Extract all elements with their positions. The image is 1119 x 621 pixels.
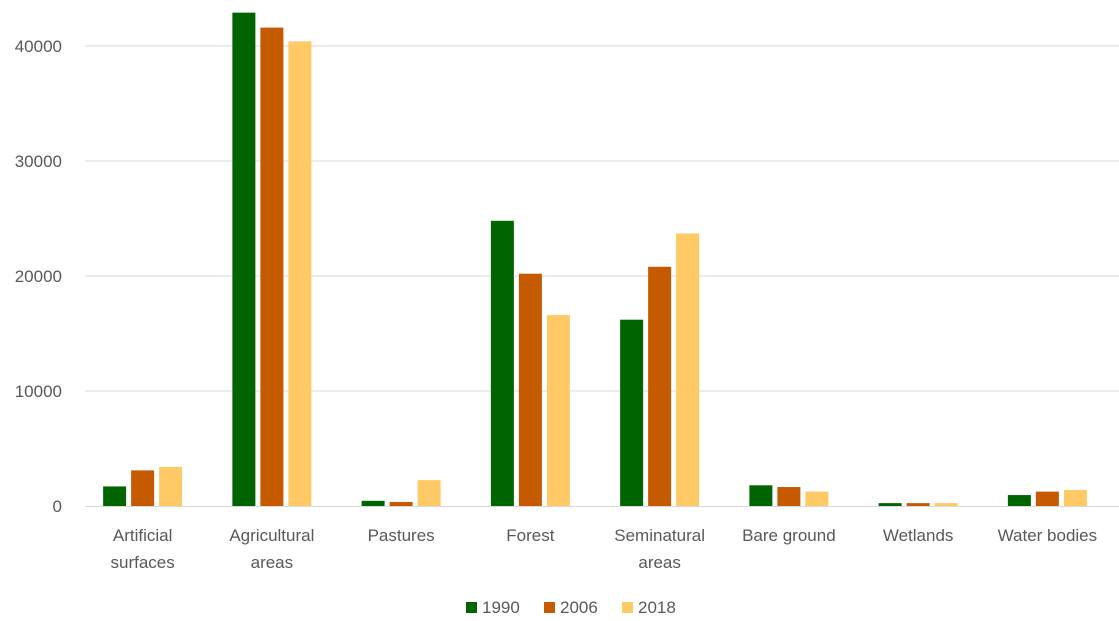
legend-label: 1990 [482,598,520,617]
bar-2006-1 [260,27,284,506]
category-label: Bare ground [742,526,836,545]
legend-label: 2018 [638,598,676,617]
bar-2018-2 [417,480,441,506]
bar-2006-5 [777,487,801,506]
y-axis-ticks: 0 10000 20000 30000 40000 [15,37,62,516]
bar-1990-0 [103,486,127,506]
bar-2006-2 [389,501,413,506]
category-label: Agricultural [229,526,314,545]
category-label: Forest [506,526,554,545]
category-label: surfaces [111,553,175,572]
category-label: Water bodies [998,526,1098,545]
bar-1990-3 [490,220,514,507]
category-label: Wetlands [883,526,954,545]
bar-2006-4 [648,266,672,506]
bar-2006-3 [518,273,542,506]
bar-2018-1 [288,41,312,507]
y-tick-label: 10000 [15,382,62,401]
y-tick-label: 0 [53,497,62,516]
bar-1990-2 [361,500,385,506]
legend-swatch-2006 [544,602,555,613]
bar-1990-5 [749,485,773,506]
gridlines [85,45,1119,392]
category-label: areas [251,553,294,572]
bar-2018-0 [159,466,183,506]
bar-2006-6 [906,503,930,506]
bars [103,12,1087,507]
legend: 1990 2006 2018 [466,598,676,617]
category-labels: Artificial surfaces Agricultural areas Pastu… [111,526,1098,572]
bar-1990-1 [232,12,256,507]
y-tick-label: 20000 [15,267,62,286]
legend-swatch-2018 [622,602,633,613]
bar-1990-4 [620,319,644,506]
bar-1990-7 [1007,495,1031,506]
y-tick-label: 30000 [15,152,62,171]
category-label: Artificial [113,526,173,545]
legend-label: 2006 [560,598,598,617]
category-label: Seminatural [614,526,705,545]
category-label: areas [638,553,681,572]
bar-2018-5 [805,491,829,506]
bar-2006-0 [131,470,155,506]
bar-1990-6 [878,503,902,506]
y-tick-label: 40000 [15,37,62,56]
bar-2006-7 [1035,491,1059,506]
category-label: Pastures [368,526,435,545]
bar-2018-3 [546,315,570,506]
bar-2018-4 [676,233,700,506]
legend-swatch-1990 [466,602,477,613]
bar-2018-6 [934,503,958,506]
bar-2018-7 [1063,489,1087,506]
